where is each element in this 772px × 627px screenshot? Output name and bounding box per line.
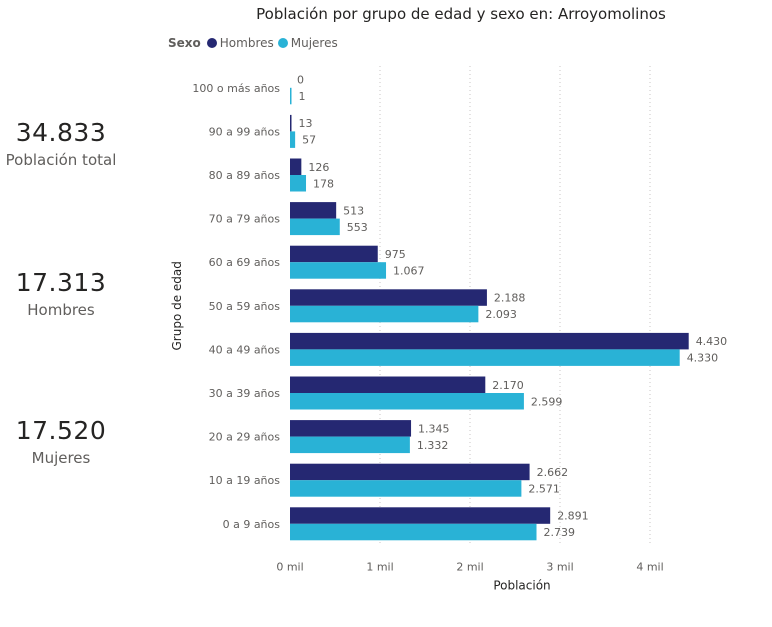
data-label: 126 — [308, 161, 329, 174]
bar-hombres — [290, 507, 551, 524]
bar-mujeres — [290, 262, 387, 279]
bar-mujeres — [290, 87, 292, 105]
bar-hombres — [290, 463, 530, 481]
data-label: 975 — [385, 248, 406, 261]
y-tick-label: 10 a 19 años — [209, 474, 281, 487]
bar-mujeres — [290, 349, 680, 366]
kpi-value: 17.313 — [15, 268, 107, 297]
x-tick-label: 2 mil — [456, 561, 483, 574]
bar-mujeres — [290, 436, 410, 454]
legend-title: Sexo — [168, 36, 201, 50]
data-label: 2.599 — [531, 395, 563, 408]
data-label: 2.170 — [492, 379, 524, 392]
bar-hombres — [290, 245, 378, 263]
bar-hombres — [290, 158, 302, 175]
data-label: 57 — [302, 134, 316, 147]
x-axis-title: Población — [493, 579, 550, 593]
bar-hombres — [290, 332, 689, 350]
bar-hombres — [290, 114, 292, 132]
data-label: 2.662 — [537, 466, 569, 479]
data-label: 2.188 — [494, 292, 526, 305]
y-tick-label: 80 a 89 años — [209, 169, 281, 182]
x-tick-label: 4 mil — [636, 561, 663, 574]
bar-mujeres — [290, 393, 524, 410]
legend-label: Hombres — [219, 36, 274, 50]
chart-legend: Sexo Hombres Mujeres — [168, 36, 342, 50]
y-tick-label: 90 a 99 años — [209, 125, 281, 138]
data-label: 553 — [347, 221, 368, 234]
data-label: 178 — [313, 177, 334, 190]
x-tick-label: 0 mil — [276, 561, 303, 574]
data-label: 1.345 — [418, 422, 450, 435]
chart-title: Población por grupo de edad y sexo en: A… — [256, 5, 666, 23]
data-label: 2.891 — [557, 510, 589, 523]
legend-label: Mujeres — [290, 36, 338, 50]
y-axis-title: Grupo de edad — [170, 261, 184, 350]
bar-chart: 0 mil 1 mil 2 mil 3 mil 4 mil Población Grupo … — [170, 66, 728, 593]
kpi-label: Población total — [5, 151, 117, 169]
data-label: 4.330 — [687, 352, 719, 365]
data-label: 2.739 — [544, 526, 576, 539]
y-tick-label: 60 a 69 años — [209, 256, 281, 269]
y-tick-label: 0 a 9 años — [223, 518, 281, 531]
y-tick-label: 50 a 59 años — [209, 300, 281, 313]
bar-hombres — [290, 376, 486, 393]
bar-mujeres — [290, 480, 522, 497]
data-label: 13 — [299, 117, 313, 130]
x-tick-label: 1 mil — [366, 561, 393, 574]
bar-mujeres — [290, 305, 479, 323]
bar-mujeres — [290, 523, 537, 541]
kpi-value: 34.833 — [15, 118, 107, 147]
bar-hombres — [290, 202, 337, 219]
bar-hombres — [290, 420, 412, 437]
y-tick-label: 30 a 39 años — [209, 387, 281, 400]
kpi-men: 17.313 Hombres — [0, 268, 122, 319]
data-label: 1.332 — [417, 439, 449, 452]
x-tick-label: 3 mil — [546, 561, 573, 574]
data-label: 2.093 — [485, 308, 517, 321]
bar-hombres — [290, 289, 487, 306]
data-label: 513 — [343, 204, 364, 217]
legend-item-hombres[interactable]: Hombres — [206, 36, 274, 50]
bar-mujeres — [290, 131, 296, 148]
data-label: 0 — [297, 74, 304, 87]
bar-mujeres — [290, 175, 307, 192]
kpi-women: 17.520 Mujeres — [0, 416, 122, 467]
kpi-label: Mujeres — [31, 449, 91, 467]
y-tick-label: 70 a 79 años — [209, 213, 281, 226]
bar-mujeres — [290, 218, 340, 236]
legend-item-mujeres[interactable]: Mujeres — [277, 36, 338, 50]
kpi-label: Hombres — [27, 301, 95, 319]
kpi-total-population: 34.833 Población total — [0, 118, 122, 169]
data-label: 4.430 — [696, 335, 728, 348]
y-tick-label: 100 o más años — [192, 82, 280, 95]
legend-swatch-mujeres — [277, 38, 288, 48]
data-label: 1.067 — [393, 264, 425, 277]
data-label: 2.571 — [528, 482, 560, 495]
y-tick-label: 40 a 49 años — [209, 343, 281, 356]
y-tick-label: 20 a 29 años — [209, 431, 281, 444]
data-label: 1 — [299, 90, 306, 103]
kpi-value: 17.520 — [15, 416, 107, 445]
legend-swatch-hombres — [206, 38, 217, 48]
